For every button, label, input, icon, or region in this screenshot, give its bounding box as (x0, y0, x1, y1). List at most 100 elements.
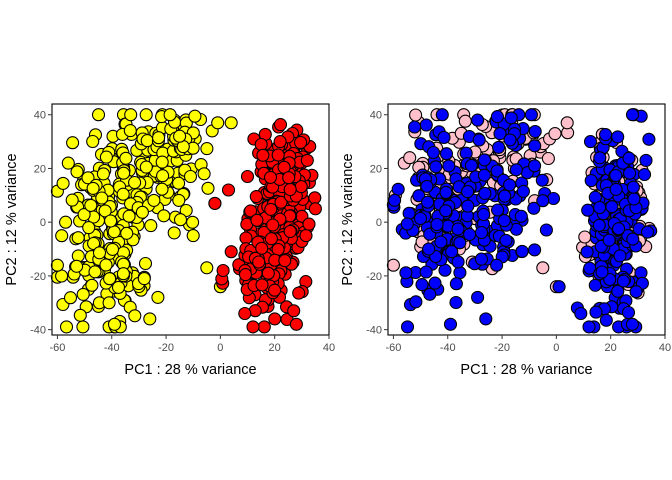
data-point (238, 268, 253, 282)
data-point (86, 134, 100, 149)
data-point (163, 108, 177, 122)
data-point (255, 241, 269, 255)
data-point (503, 133, 517, 147)
data-point (238, 306, 252, 321)
data-point (583, 135, 598, 149)
data-point (474, 252, 488, 266)
data-point (546, 191, 561, 206)
data-point (82, 221, 96, 235)
data-point (137, 272, 151, 286)
data-point (208, 196, 222, 210)
data-point (188, 109, 202, 123)
data-point (439, 147, 454, 161)
data-point (403, 151, 417, 165)
data-point (581, 203, 595, 217)
y-axis-title: PC2 : 12 % variance (4, 153, 20, 285)
data-point (271, 148, 285, 162)
data-point (622, 151, 636, 165)
y-tick-label: 0 (376, 217, 382, 229)
data-point (616, 274, 631, 288)
data-point (426, 145, 440, 160)
data-point (514, 209, 528, 223)
data-point (167, 226, 181, 240)
data-point (282, 171, 296, 185)
data-point (120, 226, 134, 240)
data-point (186, 215, 200, 229)
data-point (119, 151, 133, 165)
data-point (224, 245, 238, 259)
data-point (592, 218, 606, 232)
data-point (103, 272, 117, 286)
data-point (640, 225, 655, 239)
data-point (498, 189, 512, 203)
data-point (87, 236, 101, 251)
data-point (268, 312, 282, 326)
data-point (583, 261, 597, 275)
data-point (458, 114, 472, 128)
data-point (599, 128, 613, 142)
data-point (637, 167, 652, 182)
data-point (627, 192, 641, 206)
data-point (412, 189, 426, 203)
data-point (266, 218, 280, 232)
data-point (599, 313, 613, 327)
data-point (299, 229, 313, 243)
data-point (138, 256, 153, 271)
data-point (278, 254, 292, 268)
data-point (99, 258, 113, 272)
data-point (151, 290, 165, 304)
data-point (183, 169, 198, 184)
data-point (528, 124, 542, 139)
data-point (70, 259, 84, 273)
data-point (104, 214, 118, 228)
data-point (471, 290, 485, 304)
data-point (625, 108, 640, 122)
data-point (173, 213, 188, 227)
data-point (625, 317, 639, 331)
panel-border (51, 103, 330, 336)
data-point (463, 227, 477, 242)
data-point (224, 116, 238, 130)
data-point (419, 265, 433, 279)
data-point (548, 127, 562, 141)
data-point (439, 204, 453, 218)
data-point (595, 265, 609, 279)
data-point (491, 203, 505, 217)
data-point (516, 184, 530, 198)
data-point (588, 278, 602, 292)
data-point (582, 320, 596, 334)
data-point (386, 258, 400, 272)
data-point (264, 202, 278, 216)
data-point (70, 165, 84, 179)
data-point (400, 320, 415, 334)
data-point (477, 168, 491, 182)
x-tick-label: -40 (440, 342, 456, 354)
y-tick-label: 20 (34, 163, 46, 175)
data-point (552, 280, 566, 294)
data-point (55, 269, 69, 283)
data-point (124, 108, 138, 122)
data-point (257, 320, 271, 334)
data-point (639, 153, 653, 167)
x-axis-title: PC1 : 28 % variance (124, 362, 256, 378)
data-point (464, 158, 478, 173)
data-point (95, 191, 109, 205)
data-point (59, 215, 73, 229)
x-axis-title: PC1 : 28 % variance (460, 362, 592, 378)
data-point (490, 110, 504, 124)
data-point (63, 291, 78, 305)
data-point (92, 246, 107, 260)
data-point (155, 155, 169, 169)
data-point (254, 137, 268, 152)
data-point (240, 169, 255, 184)
data-point (402, 206, 416, 220)
x-tick-label: -60 (385, 342, 401, 354)
data-point (200, 142, 214, 156)
data-point (61, 156, 75, 170)
y-tick-label: -40 (30, 325, 46, 337)
data-point (273, 135, 287, 149)
data-point (435, 108, 449, 122)
data-point (428, 276, 442, 290)
data-point (535, 173, 549, 187)
data-point (528, 159, 542, 173)
